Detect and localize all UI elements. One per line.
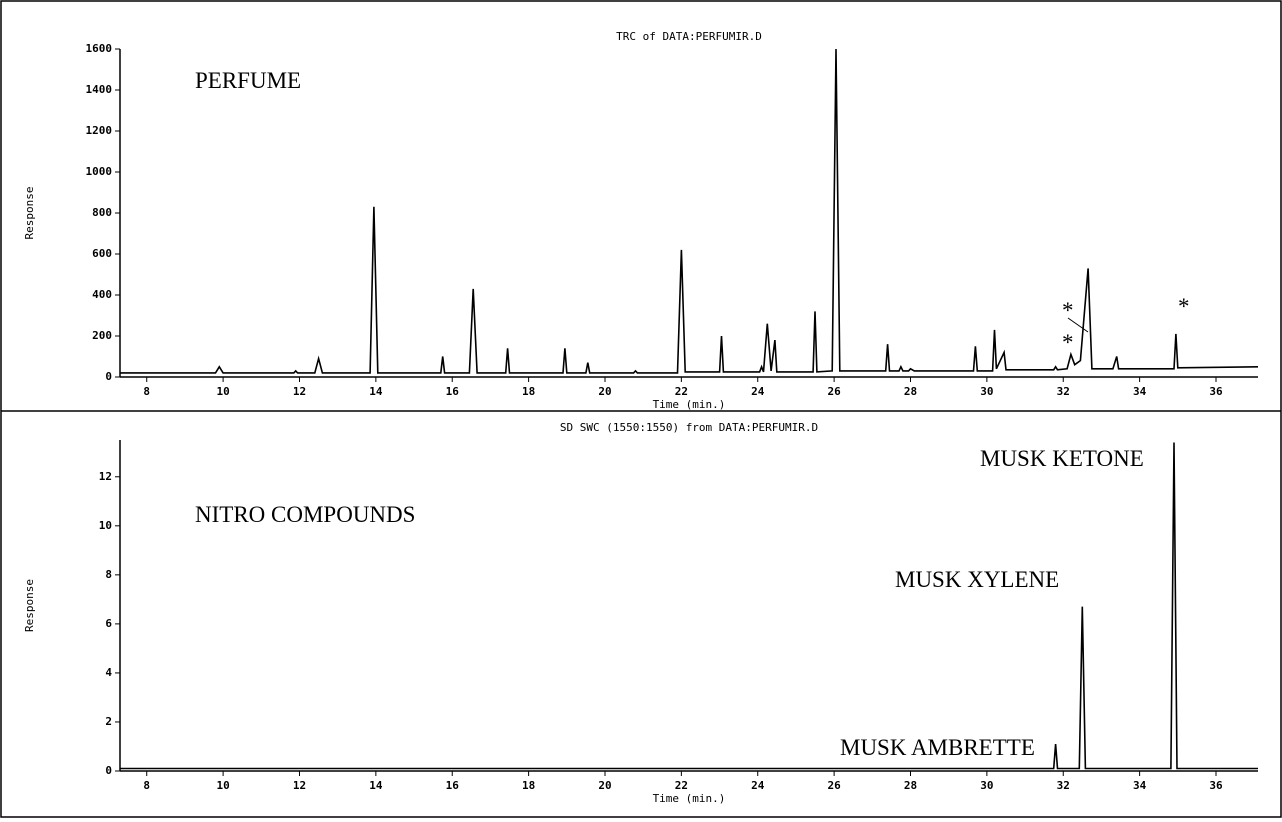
x-tick-label: 32 bbox=[1057, 385, 1070, 398]
x-tick-label: 28 bbox=[904, 385, 917, 398]
y-tick-label: 8 bbox=[105, 568, 112, 581]
x-tick-label: 12 bbox=[293, 385, 306, 398]
x-tick-label: 26 bbox=[827, 385, 841, 398]
x-tick-label: 14 bbox=[369, 385, 383, 398]
x-axis-label: Time (min.) bbox=[653, 398, 726, 411]
x-tick-label: 34 bbox=[1133, 779, 1147, 792]
y-tick-label: 2 bbox=[105, 715, 112, 728]
x-tick-label: 22 bbox=[675, 779, 688, 792]
x-tick-label: 24 bbox=[751, 385, 765, 398]
x-tick-label: 36 bbox=[1209, 779, 1223, 792]
y-tick-label: 1600 bbox=[86, 42, 113, 55]
y-axis-label: Response bbox=[23, 579, 36, 632]
y-tick-label: 1000 bbox=[86, 165, 113, 178]
pointer bbox=[1067, 317, 1089, 333]
x-tick-label: 8 bbox=[143, 779, 150, 792]
annotation: MUSK XYLENE bbox=[895, 567, 1059, 592]
annotation: * bbox=[1178, 294, 1190, 319]
trace bbox=[120, 48, 1259, 374]
y-tick-label: 4 bbox=[105, 666, 112, 679]
x-tick-label: 20 bbox=[598, 385, 611, 398]
x-tick-label: 24 bbox=[751, 779, 765, 792]
y-tick-label: 1400 bbox=[86, 83, 113, 96]
x-tick-label: 8 bbox=[143, 385, 150, 398]
x-tick-label: 26 bbox=[827, 779, 841, 792]
x-tick-label: 16 bbox=[446, 385, 460, 398]
annotation: * bbox=[1062, 330, 1074, 355]
annotation: NITRO COMPOUNDS bbox=[195, 502, 415, 527]
annotation: PERFUME bbox=[195, 68, 301, 93]
x-tick-label: 10 bbox=[216, 779, 229, 792]
x-axis-label: Time (min.) bbox=[653, 792, 726, 805]
y-tick-label: 800 bbox=[92, 206, 112, 219]
chart-title: TRC of DATA:PERFUMIR.D bbox=[616, 30, 762, 43]
y-tick-label: 0 bbox=[105, 370, 112, 383]
y-tick-label: 12 bbox=[99, 470, 112, 483]
annotation: * bbox=[1062, 298, 1074, 323]
y-tick-label: 0 bbox=[105, 764, 112, 777]
y-tick-label: 600 bbox=[92, 247, 112, 260]
x-tick-label: 30 bbox=[980, 385, 993, 398]
x-tick-label: 14 bbox=[369, 779, 383, 792]
y-tick-label: 6 bbox=[105, 617, 112, 630]
x-tick-label: 18 bbox=[522, 779, 535, 792]
y-tick-label: 1200 bbox=[86, 124, 113, 137]
x-tick-label: 12 bbox=[293, 779, 306, 792]
trace bbox=[120, 442, 1258, 770]
x-tick-label: 18 bbox=[522, 385, 535, 398]
x-tick-label: 30 bbox=[980, 779, 993, 792]
annotation: MUSK AMBRETTE bbox=[840, 735, 1035, 760]
y-tick-label: 400 bbox=[92, 288, 112, 301]
chart-title: SD SWC (1550:1550) from DATA:PERFUMIR.D bbox=[560, 421, 818, 434]
x-tick-label: 36 bbox=[1209, 385, 1223, 398]
x-tick-label: 34 bbox=[1133, 385, 1147, 398]
x-tick-label: 32 bbox=[1057, 779, 1070, 792]
y-axis-label: Response bbox=[23, 187, 36, 240]
y-tick-label: 10 bbox=[99, 519, 112, 532]
annotation: MUSK KETONE bbox=[980, 446, 1144, 471]
y-tick-label: 200 bbox=[92, 329, 112, 342]
x-tick-label: 10 bbox=[216, 385, 229, 398]
x-tick-label: 28 bbox=[904, 779, 917, 792]
x-tick-label: 16 bbox=[446, 779, 460, 792]
x-tick-label: 22 bbox=[675, 385, 688, 398]
x-tick-label: 20 bbox=[598, 779, 611, 792]
